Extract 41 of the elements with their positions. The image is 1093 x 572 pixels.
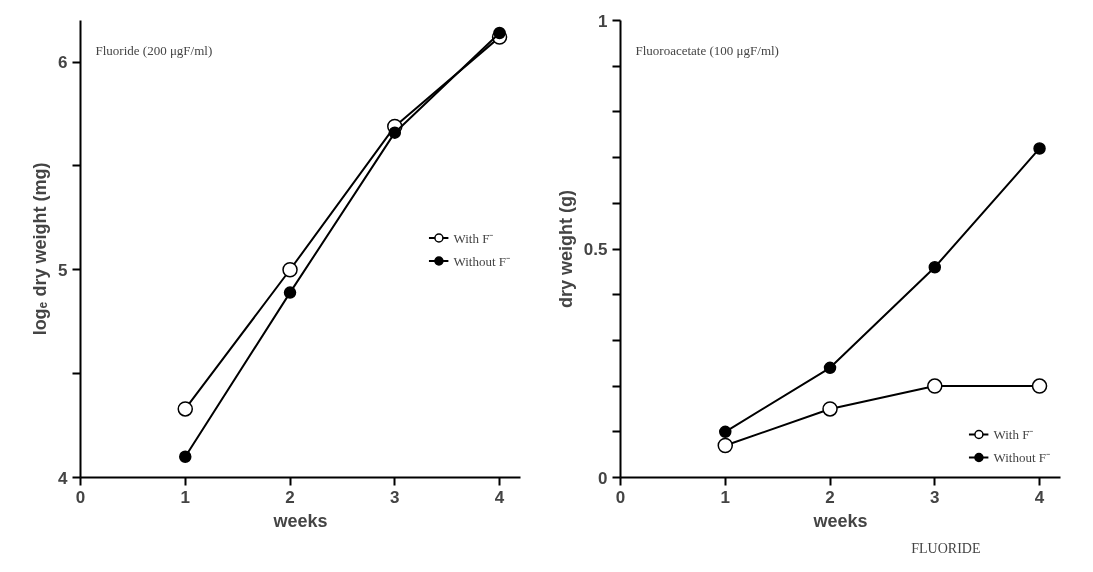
legend-label: Without F⁻ (993, 449, 1050, 466)
point (1033, 142, 1046, 155)
legend-label: With F⁻ (453, 229, 494, 246)
point (822, 401, 838, 417)
legend-label: With F⁻ (993, 426, 1034, 443)
point (282, 262, 298, 278)
y-axis-title: dry weight (g) (555, 190, 576, 308)
x-tick-label: 1 (720, 487, 730, 507)
point (719, 425, 732, 439)
legend-label: Without F⁻ (453, 252, 510, 269)
y-tick-label: 0 (598, 468, 608, 488)
point (179, 450, 192, 463)
x-tick-label: 4 (494, 487, 505, 507)
y-tick-label: 1 (598, 11, 608, 31)
point (493, 26, 506, 40)
text: Fluoroacetate (100 μgF/ml) (635, 42, 779, 58)
x-tick-label: 0 (75, 487, 86, 507)
point (283, 286, 297, 299)
text: FLUORIDE (911, 540, 981, 556)
point (388, 126, 402, 139)
point (823, 361, 837, 375)
x-tick-label: 1 (180, 487, 190, 507)
x-tick-label: 3 (390, 487, 400, 507)
x-tick-label: 4 (1034, 487, 1045, 507)
point (927, 378, 943, 394)
x-tick-label: 2 (285, 487, 295, 507)
y-tick-label: 6 (58, 53, 68, 73)
point (717, 437, 734, 454)
x-axis-title: weeks (812, 510, 868, 531)
x-tick-label: 0 (615, 487, 626, 507)
point (928, 261, 942, 274)
x-tick-label: 3 (930, 487, 940, 507)
x-tick-label: 2 (825, 487, 835, 507)
y-axis-title: logₑ dry weight (mg) (30, 162, 51, 336)
x-axis-title: weeks (272, 510, 328, 531)
point (1031, 378, 1048, 394)
y-tick-label: 4 (58, 468, 69, 488)
point (177, 401, 194, 417)
y-tick-label: 0.5 (583, 240, 608, 259)
text: Fluoride (200 μgF/ml) (95, 42, 213, 58)
y-tick-label: 5 (58, 260, 68, 280)
